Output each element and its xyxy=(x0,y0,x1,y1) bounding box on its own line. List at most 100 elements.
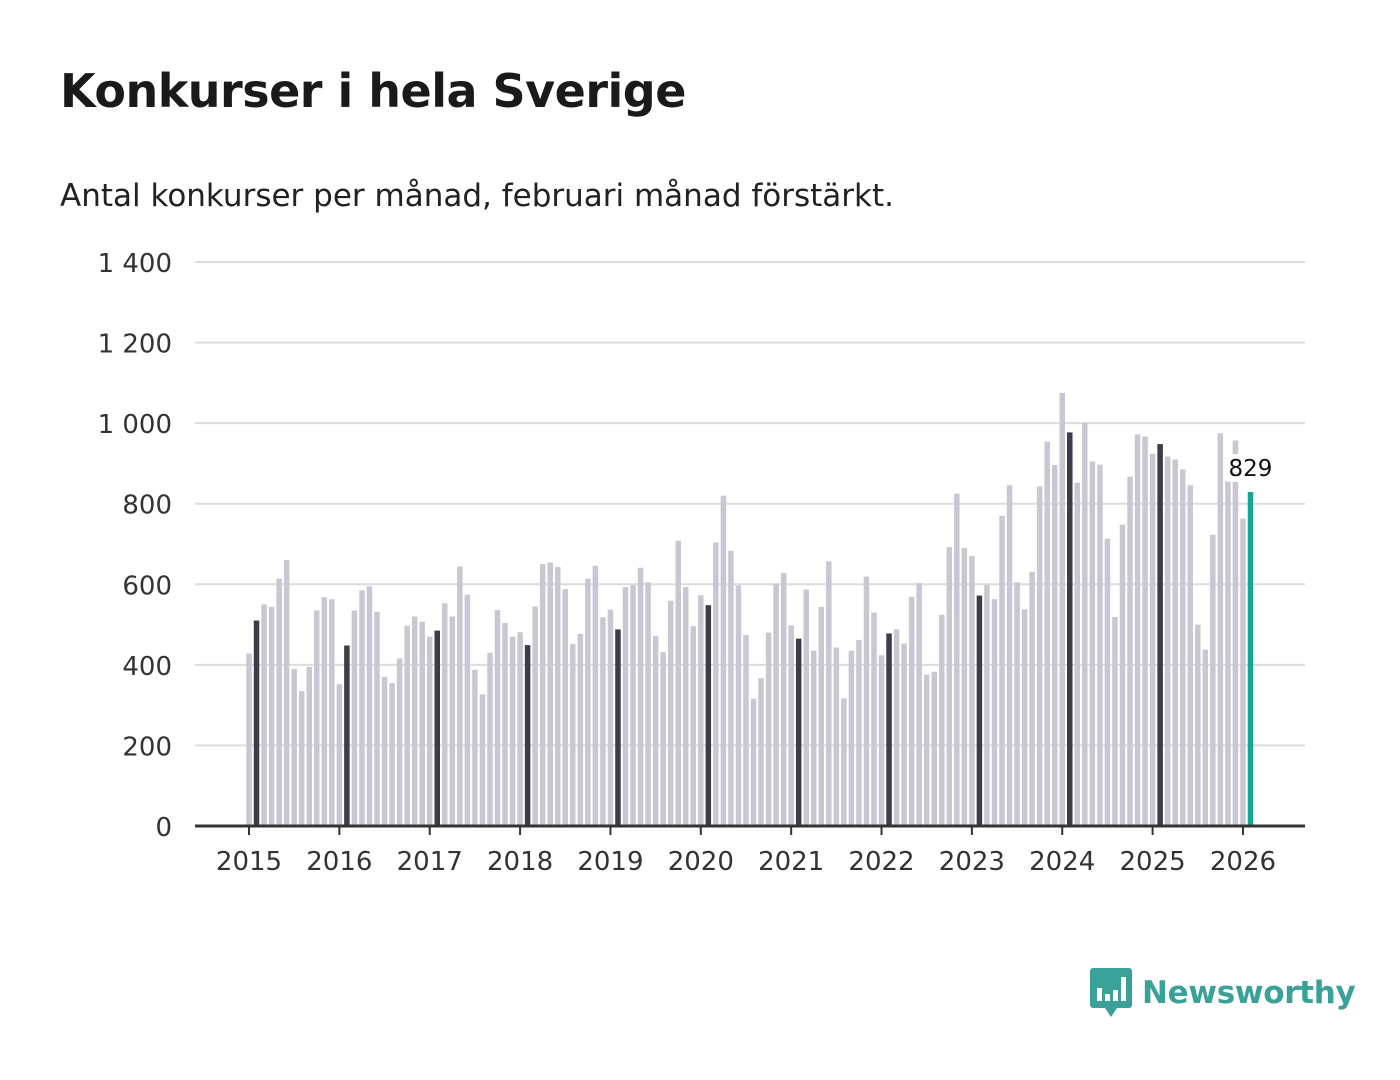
bar-february xyxy=(434,630,440,826)
bar xyxy=(1172,459,1178,826)
y-tick-label: 0 xyxy=(155,813,172,843)
bar xyxy=(622,587,629,826)
bar xyxy=(735,585,742,826)
bar xyxy=(1210,534,1216,826)
bar xyxy=(780,573,787,826)
bar xyxy=(283,560,290,826)
bar xyxy=(969,556,975,826)
bar xyxy=(502,622,508,826)
bar xyxy=(1029,571,1035,826)
bar xyxy=(261,604,267,826)
x-tick-label: 2019 xyxy=(577,847,643,877)
bar xyxy=(1179,469,1186,826)
bar xyxy=(841,698,847,826)
bar xyxy=(1036,486,1043,826)
bar xyxy=(592,565,599,826)
bar xyxy=(878,655,885,826)
bar-february xyxy=(705,605,712,826)
bar xyxy=(939,614,945,826)
bar xyxy=(1164,456,1171,826)
bar xyxy=(848,650,855,826)
bar xyxy=(1104,538,1111,826)
bar xyxy=(818,606,825,826)
bar xyxy=(554,566,561,826)
bar xyxy=(1082,422,1088,826)
bar xyxy=(660,651,666,826)
bar xyxy=(1014,582,1020,826)
bar xyxy=(517,632,523,826)
bar xyxy=(1044,441,1050,826)
bar xyxy=(901,643,907,826)
bar xyxy=(291,668,297,826)
y-tick-label: 1 200 xyxy=(98,330,172,360)
bar xyxy=(509,636,516,826)
x-tick-label: 2017 xyxy=(397,847,463,877)
bar xyxy=(298,691,305,826)
bar xyxy=(426,636,433,826)
bar xyxy=(600,617,606,826)
annotation-background xyxy=(1224,454,1277,483)
x-tick-label: 2020 xyxy=(668,847,734,877)
bar xyxy=(637,567,644,826)
bar xyxy=(946,547,953,826)
bar xyxy=(1217,433,1224,826)
bar xyxy=(1202,649,1209,826)
latest-bar xyxy=(1247,492,1254,826)
bar xyxy=(246,653,252,826)
bar xyxy=(1142,436,1148,826)
bar xyxy=(547,562,553,826)
bar-february xyxy=(344,645,350,826)
chart-subtitle: Antal konkurser per månad, februari måna… xyxy=(60,178,894,214)
x-tick-label: 2021 xyxy=(758,847,824,877)
bar xyxy=(690,626,697,826)
bar xyxy=(1149,453,1156,826)
bar xyxy=(351,610,358,826)
bar xyxy=(675,540,681,826)
bar xyxy=(1089,461,1096,826)
bar xyxy=(645,582,651,826)
bar xyxy=(1127,476,1133,826)
bar xyxy=(389,682,395,826)
bar xyxy=(268,606,275,826)
annotations: 829 xyxy=(1224,454,1277,483)
bar xyxy=(652,635,659,826)
bar xyxy=(728,550,734,826)
bar xyxy=(961,548,968,826)
bar xyxy=(803,589,809,826)
bar xyxy=(381,676,388,826)
y-axis-labels: 0 200 400 600 800 1 000 1 200 1 400 xyxy=(98,249,172,843)
bar xyxy=(743,635,749,826)
chart-title: Konkurser i hela Sverige xyxy=(60,64,686,118)
bar xyxy=(449,616,456,826)
bar xyxy=(863,576,870,826)
bar xyxy=(366,586,373,826)
bar xyxy=(1097,464,1103,826)
bar xyxy=(1021,609,1028,826)
bar-series xyxy=(246,392,1254,826)
bar xyxy=(404,625,410,826)
bar xyxy=(720,495,727,826)
bar xyxy=(494,610,501,826)
bar xyxy=(1187,485,1193,826)
bar xyxy=(667,600,674,826)
bar xyxy=(713,542,719,826)
bar-february xyxy=(524,645,531,826)
x-tick-label: 2025 xyxy=(1120,847,1186,877)
bar-february xyxy=(886,633,892,826)
bar xyxy=(562,589,569,826)
bar xyxy=(539,564,546,826)
newsworthy-logo-icon xyxy=(1090,968,1132,1017)
bar xyxy=(374,611,380,826)
bar xyxy=(321,597,328,826)
x-tick-label: 2016 xyxy=(306,847,372,877)
y-tick-label: 1 400 xyxy=(98,249,172,279)
bar xyxy=(577,633,584,826)
bar xyxy=(871,612,877,826)
x-axis: 2015 2016 2017 2018 2019 2020 2021 2022 2023 2024… xyxy=(195,824,1305,877)
bar xyxy=(472,669,478,826)
bar xyxy=(532,606,538,826)
bar xyxy=(698,595,704,826)
bar-february xyxy=(795,638,802,826)
bar xyxy=(954,493,960,826)
